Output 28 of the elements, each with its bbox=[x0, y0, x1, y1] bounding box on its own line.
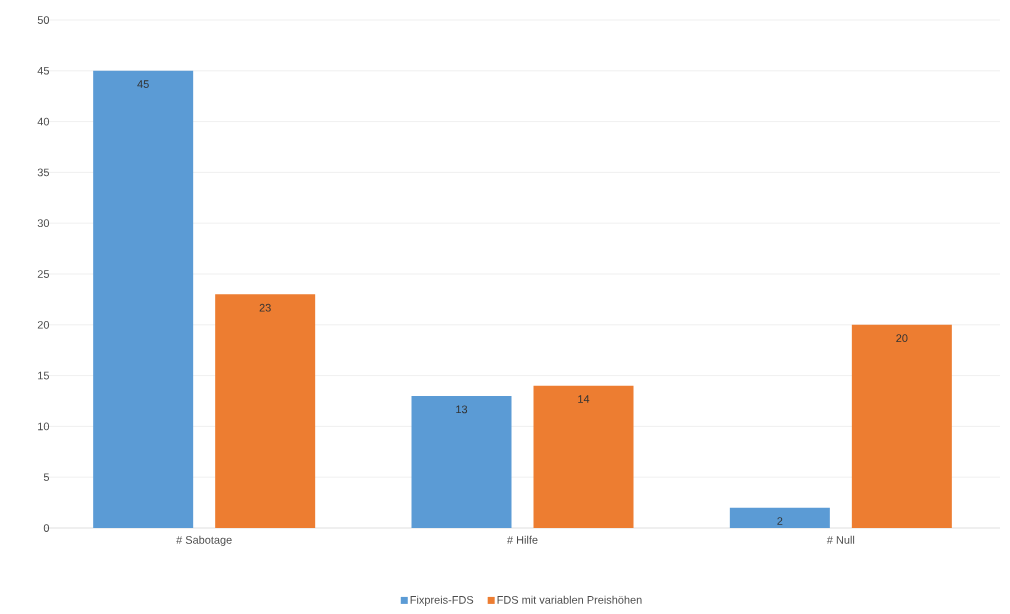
data-label: 2 bbox=[777, 517, 783, 525]
y-tick-label: 5 bbox=[43, 473, 50, 482]
y-tick-label: 10 bbox=[38, 422, 50, 431]
y-tick-label: 50 bbox=[37, 16, 50, 24]
legend-label: FDS mit variablen Preishöhen bbox=[497, 595, 642, 604]
data-label: 23 bbox=[259, 303, 271, 312]
bar bbox=[93, 70, 194, 528]
bar bbox=[851, 324, 952, 528]
bar bbox=[729, 507, 830, 528]
y-tick-label: 40 bbox=[37, 117, 50, 126]
x-tick-label: # Sabotage bbox=[176, 535, 232, 546]
y-tick-label: 25 bbox=[37, 270, 50, 278]
data-label: 13 bbox=[456, 405, 468, 414]
bar bbox=[533, 385, 634, 528]
data-label: 14 bbox=[578, 395, 590, 403]
data-label: 45 bbox=[137, 80, 149, 88]
y-tick-label: 0 bbox=[43, 524, 50, 532]
bar bbox=[215, 294, 316, 528]
bar bbox=[411, 395, 512, 528]
y-tick-label: 30 bbox=[37, 219, 50, 228]
x-tick-label: # Hilfe bbox=[507, 535, 538, 544]
y-tick-label: 45 bbox=[37, 66, 50, 75]
y-tick-label: 20 bbox=[37, 320, 50, 329]
x-tick-label: # Null bbox=[826, 535, 855, 544]
legend-label: Fixpreis-FDS bbox=[410, 595, 474, 606]
y-tick-label: 35 bbox=[37, 168, 50, 177]
y-tick-label: 15 bbox=[38, 371, 50, 380]
data-label: 20 bbox=[896, 334, 908, 343]
